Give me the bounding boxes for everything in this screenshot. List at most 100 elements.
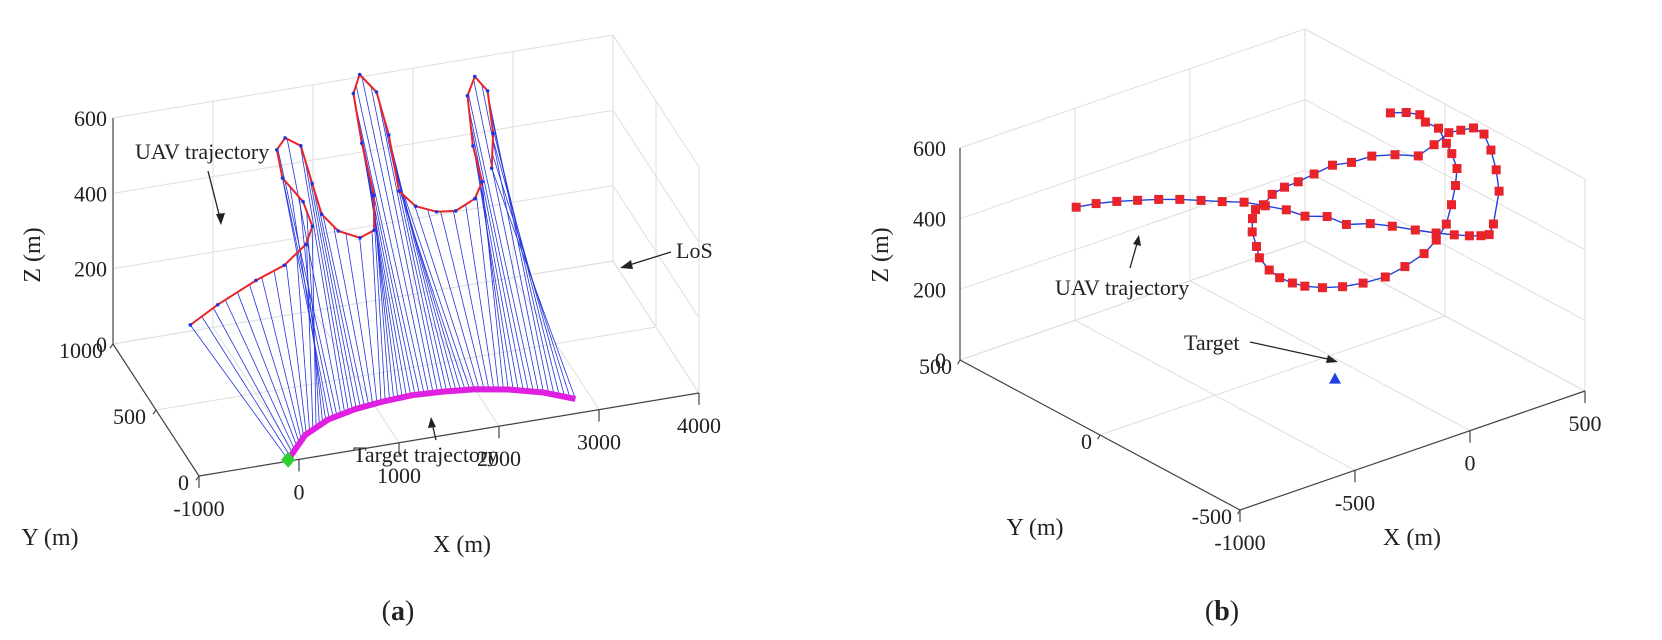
x-tick-label: 1000	[377, 463, 421, 488]
uav-point	[372, 193, 376, 197]
y-tick-mark	[1237, 509, 1241, 515]
annotation-uav-trajectory-a: UAV trajectory	[135, 139, 269, 164]
uav-waypoint-marker	[1300, 281, 1310, 291]
los-line	[333, 226, 370, 406]
los-line	[491, 168, 576, 400]
annotation-los: LoS	[676, 238, 713, 263]
uav-waypoint-marker	[1338, 282, 1348, 292]
x-axis-line	[198, 392, 700, 477]
arrowhead-target-b	[1326, 355, 1338, 363]
uav-waypoint-marker	[1275, 273, 1285, 283]
los-line	[481, 180, 504, 390]
uav-waypoint-marker	[1431, 235, 1441, 245]
grid-line	[155, 326, 657, 411]
uav-point	[489, 166, 494, 171]
uav-waypoint-marker	[1300, 211, 1310, 221]
uav-waypoint-marker	[1464, 231, 1474, 241]
z-tick-label: 400	[74, 181, 107, 206]
y-tick-label: 0	[178, 470, 189, 495]
uav-waypoint-marker	[1365, 219, 1375, 229]
x-tick-label: 500	[1569, 411, 1602, 436]
los-line	[317, 201, 361, 408]
los-line	[277, 148, 338, 417]
los-line	[322, 215, 365, 407]
los-line	[296, 253, 310, 433]
los-line	[286, 138, 342, 415]
los-line	[359, 237, 378, 404]
los-line	[299, 197, 324, 424]
arrowhead-target-a	[428, 417, 436, 428]
los-line	[278, 161, 334, 418]
grid-line	[1304, 169, 1586, 321]
los-line	[273, 270, 305, 438]
uav-point	[413, 204, 418, 209]
los-line	[304, 159, 349, 412]
uav-waypoint-marker	[1400, 262, 1410, 272]
uav-waypoint-marker	[1447, 200, 1456, 210]
uav-waypoint-marker	[1413, 151, 1423, 161]
los-line	[361, 76, 429, 394]
uav-waypoint-marker	[1441, 219, 1451, 229]
y-axis-title: Y (m)	[21, 525, 78, 551]
uav-waypoint-marker	[1486, 145, 1496, 155]
x-tick-label: 4000	[677, 413, 721, 438]
los-line	[201, 316, 291, 457]
uav-waypoint-marker	[1420, 117, 1430, 127]
uav-waypoint-marker	[1444, 128, 1454, 138]
los-line	[237, 292, 298, 447]
z-axis-title: Z (m)	[868, 227, 894, 282]
uav-waypoint-marker	[1429, 140, 1439, 150]
uav-waypoint-marker	[1415, 110, 1425, 120]
y-tick-label: 500	[113, 404, 146, 429]
grid-line	[959, 240, 1306, 361]
los-line	[473, 79, 539, 393]
y-tick-label: 0	[1081, 429, 1092, 454]
uav-waypoint-marker	[1247, 227, 1257, 237]
uav-waypoint-marker	[1419, 249, 1429, 259]
target-trajectory-line	[285, 386, 576, 462]
z-tick-label: 400	[913, 207, 946, 232]
los-line	[392, 154, 457, 391]
uav-point	[215, 302, 220, 307]
uav-waypoint-marker	[1217, 197, 1227, 207]
uav-waypoint-marker	[1476, 231, 1486, 241]
los-line	[224, 299, 296, 451]
los-line	[491, 153, 571, 398]
uav-waypoint-marker	[1196, 195, 1206, 205]
uav-waypoint-marker	[1154, 194, 1164, 204]
uav-waypoint-marker	[1293, 177, 1303, 187]
uav-point	[319, 212, 324, 217]
y-tick-label: 1000	[59, 338, 103, 363]
arrowhead-uav-a	[216, 213, 225, 225]
grid-line	[112, 34, 614, 119]
arrowhead-uav-b	[1133, 235, 1141, 246]
uav-point	[310, 181, 315, 186]
grid-line	[112, 185, 614, 270]
uav-waypoint-marker	[1441, 138, 1451, 148]
z-tick-label: 600	[913, 136, 946, 161]
uav-point	[471, 144, 475, 148]
los-line	[213, 307, 293, 454]
x-tick-label: -1000	[173, 496, 224, 521]
grid-line	[1304, 28, 1586, 180]
x-tick-label: 2000	[477, 446, 521, 471]
uav-waypoint-marker	[1328, 160, 1337, 170]
uav-waypoint-marker	[1387, 221, 1397, 231]
uav-point	[254, 278, 258, 283]
caption-a: (a)	[382, 596, 415, 627]
annotation-uav-trajectory-b: UAV trajectory	[1055, 275, 1189, 300]
grid-line	[1304, 99, 1586, 251]
los-line	[355, 85, 425, 394]
uav-waypoint-marker	[1410, 225, 1420, 235]
los-line	[491, 124, 560, 396]
z-axis-title: Z (m)	[20, 227, 46, 282]
uav-waypoint-marker	[1390, 150, 1400, 160]
uav-waypoint-marker	[1385, 108, 1395, 118]
uav-waypoint-marker	[1175, 194, 1185, 204]
uav-point	[372, 228, 376, 233]
uav-point	[282, 263, 287, 268]
los-line	[397, 183, 466, 391]
uav-point	[357, 72, 362, 77]
x-axis-title: X (m)	[433, 532, 491, 558]
